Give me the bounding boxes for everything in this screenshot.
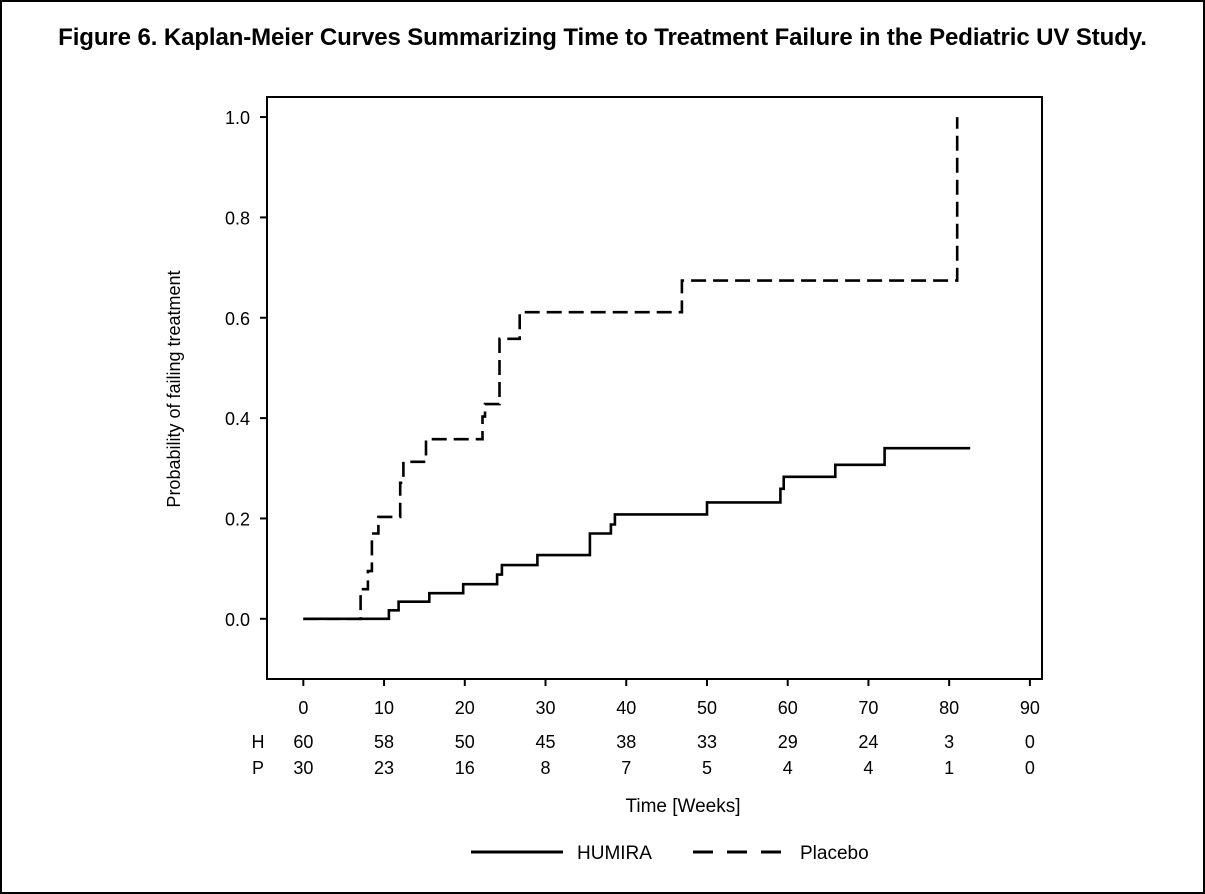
x-tick-label: 70: [858, 698, 878, 718]
y-tick-label: 0.4: [225, 409, 250, 429]
x-tick-label: 60: [778, 698, 798, 718]
x-tick-label: 10: [374, 698, 394, 718]
x-tick-label: 0: [298, 698, 308, 718]
at-risk-value: 38: [616, 732, 636, 752]
y-tick-label: 1.0: [225, 108, 250, 128]
series-line-humira: [303, 446, 971, 621]
series-layer: [303, 117, 971, 621]
at-risk-value: 5: [702, 758, 712, 778]
legend-label-placebo: Placebo: [800, 843, 869, 864]
y-tick-label: 0.8: [225, 208, 250, 228]
at-risk-value: 45: [536, 732, 556, 752]
at-risk-value: 4: [863, 758, 873, 778]
at-risk-value: 4: [783, 758, 793, 778]
y-tick-label: 0.2: [225, 509, 250, 529]
at-risk-row-label: H: [252, 732, 265, 752]
at-risk-value: 8: [541, 758, 551, 778]
at-risk-value: 58: [374, 732, 394, 752]
y-axis: 0.0 0.2 0.4 0.6 0.8 1.0: [225, 108, 267, 630]
x-tick-label: 30: [536, 698, 556, 718]
at-risk-table: H 60 58 50 45 38 33 29 24 3 0P 30 23 16 8 7 5 4 4 1 0: [252, 732, 1035, 778]
x-tick-label: 90: [1020, 698, 1040, 718]
plot-area-border: [266, 96, 1043, 680]
at-risk-value: 29: [778, 732, 798, 752]
at-risk-value: 16: [455, 758, 475, 778]
at-risk-value: 1: [944, 758, 954, 778]
legend: HUMIRA Placebo: [471, 843, 869, 864]
x-tick-label: 20: [455, 698, 475, 718]
at-risk-row-label: P: [252, 758, 264, 778]
at-risk-value: 3: [944, 732, 954, 752]
x-tick-label: 40: [616, 698, 636, 718]
legend-label-humira: HUMIRA: [577, 843, 652, 864]
at-risk-value: 33: [697, 732, 717, 752]
y-tick-label: 0.6: [225, 309, 250, 329]
at-risk-value: 0: [1025, 758, 1035, 778]
at-risk-value: 23: [374, 758, 394, 778]
y-tick-label: 0.0: [225, 610, 250, 630]
figure-title: Figure 6. Kaplan-Meier Curves Summarizin…: [58, 24, 1147, 51]
at-risk-value: 60: [293, 732, 313, 752]
x-axis: 0 10 20 30 40 50 60 70 80 90: [298, 679, 1040, 718]
at-risk-value: 30: [293, 758, 313, 778]
x-tick-label: 50: [697, 698, 717, 718]
at-risk-value: 7: [621, 758, 631, 778]
x-axis-label: Time [Weeks]: [625, 796, 740, 817]
series-line-placebo: [303, 117, 959, 621]
at-risk-value: 50: [455, 732, 475, 752]
x-tick-label: 80: [939, 698, 959, 718]
at-risk-value: 0: [1025, 732, 1035, 752]
y-axis-label: Probability of failing treatment: [164, 270, 184, 507]
at-risk-value: 24: [858, 732, 878, 752]
